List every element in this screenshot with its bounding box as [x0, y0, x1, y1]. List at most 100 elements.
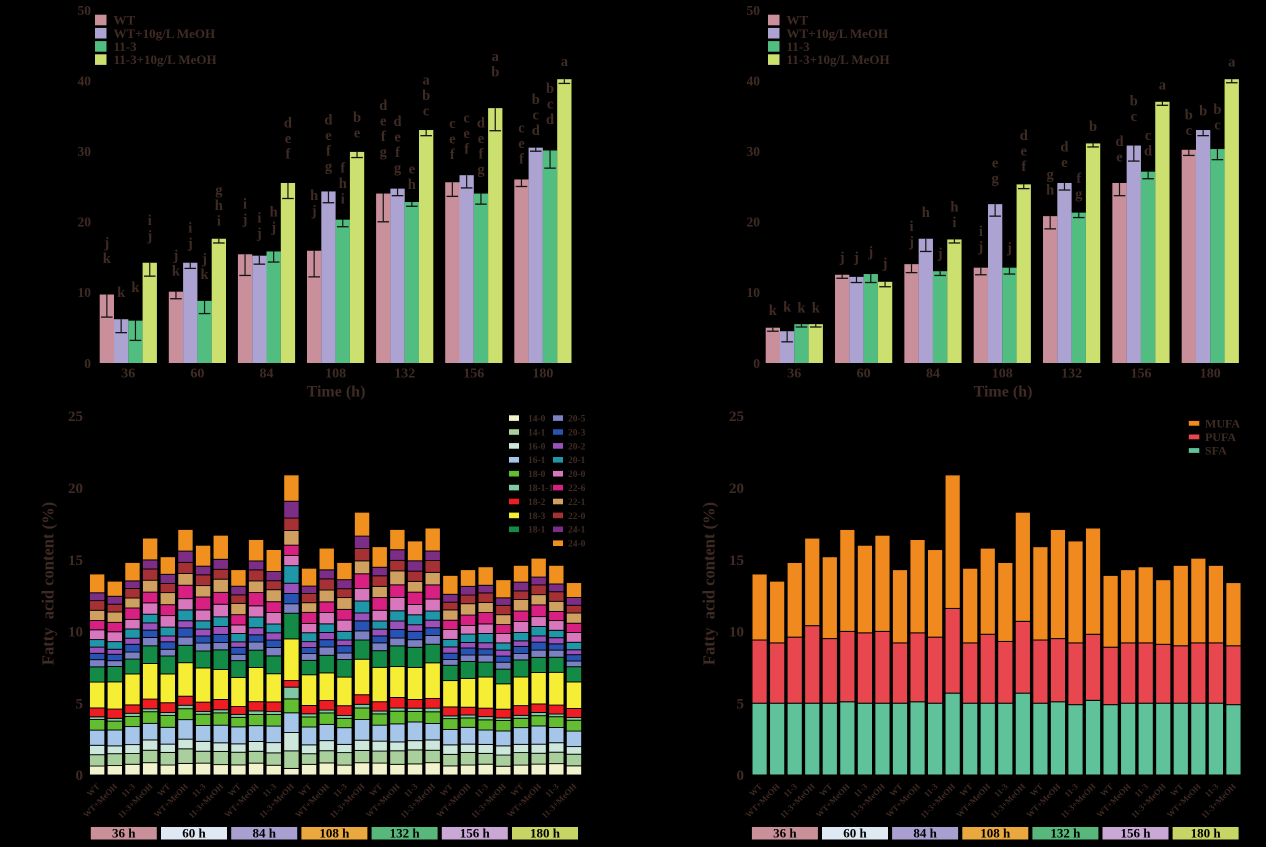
svg-text:108 h: 108 h — [980, 826, 1011, 841]
svg-text:c: c — [1131, 109, 1138, 125]
svg-text:20: 20 — [78, 215, 92, 230]
svg-text:a: a — [1228, 55, 1236, 71]
svg-text:30: 30 — [747, 144, 761, 159]
svg-text:k: k — [117, 285, 126, 301]
svg-text:WT+10g/L MeOH: WT+10g/L MeOH — [114, 26, 216, 41]
svg-text:a: a — [423, 72, 431, 88]
svg-text:i: i — [217, 214, 221, 230]
svg-text:d: d — [1060, 139, 1068, 155]
svg-text:e: e — [285, 131, 292, 147]
svg-text:f: f — [381, 129, 386, 145]
svg-text:50: 50 — [78, 3, 92, 18]
svg-text:10: 10 — [68, 625, 83, 641]
svg-text:156 h: 156 h — [1121, 826, 1152, 841]
svg-text:g: g — [394, 161, 402, 177]
svg-text:j: j — [256, 226, 262, 242]
svg-text:156: 156 — [1130, 367, 1151, 382]
svg-text:g: g — [992, 171, 1000, 187]
svg-text:b: b — [532, 92, 540, 108]
svg-text:d: d — [546, 112, 554, 128]
svg-text:132 h: 132 h — [1050, 826, 1081, 841]
svg-text:e: e — [409, 161, 416, 177]
svg-text:132 h: 132 h — [390, 826, 421, 841]
svg-text:i: i — [952, 215, 956, 231]
svg-text:f: f — [450, 147, 455, 163]
svg-text:60 h: 60 h — [843, 826, 867, 841]
svg-text:14-0: 14-0 — [528, 415, 546, 425]
svg-text:i: i — [243, 197, 247, 213]
svg-text:e: e — [1021, 144, 1028, 160]
svg-text:180: 180 — [1200, 367, 1221, 382]
svg-text:g: g — [1047, 167, 1055, 183]
svg-text:22-6: 22-6 — [568, 484, 586, 494]
svg-text:h: h — [922, 205, 930, 221]
svg-text:d: d — [477, 115, 485, 131]
svg-text:Time (h): Time (h) — [974, 384, 1033, 401]
svg-text:20-5: 20-5 — [568, 415, 586, 425]
svg-text:h: h — [1046, 182, 1054, 198]
svg-text:WT+10g/L MeOH: WT+10g/L MeOH — [787, 26, 889, 41]
svg-text:Fatty acid content (%): Fatty acid content (%) — [39, 502, 58, 665]
svg-text:j: j — [242, 212, 248, 228]
svg-text:e: e — [354, 125, 361, 141]
svg-text:11-3+10g/L MeOH: 11-3+10g/L MeOH — [114, 52, 217, 67]
svg-text:36 h: 36 h — [112, 826, 136, 841]
svg-text:e: e — [394, 130, 401, 146]
svg-text:h: h — [950, 199, 958, 215]
svg-text:18-2: 18-2 — [528, 498, 546, 508]
svg-text:b: b — [422, 88, 430, 104]
svg-text:e: e — [325, 128, 332, 144]
svg-text:c: c — [1186, 123, 1193, 139]
svg-text:50: 50 — [747, 3, 761, 18]
svg-text:h: h — [215, 198, 223, 214]
svg-text:10: 10 — [747, 285, 761, 300]
svg-text:g: g — [325, 159, 333, 175]
svg-text:k: k — [769, 303, 778, 319]
svg-text:j: j — [977, 240, 983, 256]
svg-text:108 h: 108 h — [319, 826, 350, 841]
svg-text:156: 156 — [463, 367, 484, 382]
svg-text:e: e — [1061, 155, 1068, 171]
svg-text:d: d — [1144, 144, 1152, 160]
svg-text:c: c — [518, 120, 525, 136]
svg-text:k: k — [201, 267, 210, 283]
svg-text:j: j — [839, 250, 845, 266]
svg-text:b: b — [1213, 102, 1221, 118]
svg-text:20: 20 — [68, 481, 83, 497]
svg-text:h: h — [408, 177, 416, 193]
svg-text:j: j — [201, 252, 207, 268]
svg-text:h: h — [339, 176, 347, 192]
svg-text:11-3: 11-3 — [787, 39, 811, 54]
svg-text:f: f — [464, 142, 469, 158]
svg-text:11-3: 11-3 — [114, 39, 138, 54]
svg-text:10: 10 — [78, 285, 92, 300]
svg-text:10: 10 — [729, 625, 744, 641]
svg-text:g: g — [477, 162, 485, 178]
svg-text:a: a — [561, 54, 569, 70]
svg-text:156 h: 156 h — [460, 826, 491, 841]
svg-text:d: d — [1020, 128, 1028, 144]
svg-text:e: e — [380, 113, 387, 129]
svg-text:f: f — [519, 151, 524, 167]
svg-text:b: b — [1130, 94, 1138, 110]
svg-text:36 h: 36 h — [773, 826, 797, 841]
svg-text:j: j — [146, 228, 152, 244]
svg-text:180 h: 180 h — [1191, 826, 1222, 841]
svg-text:108: 108 — [325, 367, 346, 382]
svg-text:f: f — [286, 146, 291, 162]
svg-text:e: e — [518, 136, 525, 152]
svg-text:20-2: 20-2 — [568, 442, 586, 452]
svg-text:108: 108 — [992, 367, 1013, 382]
svg-text:i: i — [188, 221, 192, 237]
svg-text:k: k — [783, 300, 792, 316]
svg-text:d: d — [379, 98, 387, 114]
svg-text:f: f — [326, 144, 331, 160]
svg-text:f: f — [395, 145, 400, 161]
svg-text:j: j — [867, 245, 873, 261]
svg-text:b: b — [546, 81, 554, 97]
svg-text:20-0: 20-0 — [568, 470, 586, 480]
svg-text:c: c — [423, 103, 430, 119]
svg-text:84: 84 — [260, 367, 274, 382]
svg-text:j: j — [882, 256, 888, 272]
svg-text:f: f — [1021, 159, 1026, 175]
